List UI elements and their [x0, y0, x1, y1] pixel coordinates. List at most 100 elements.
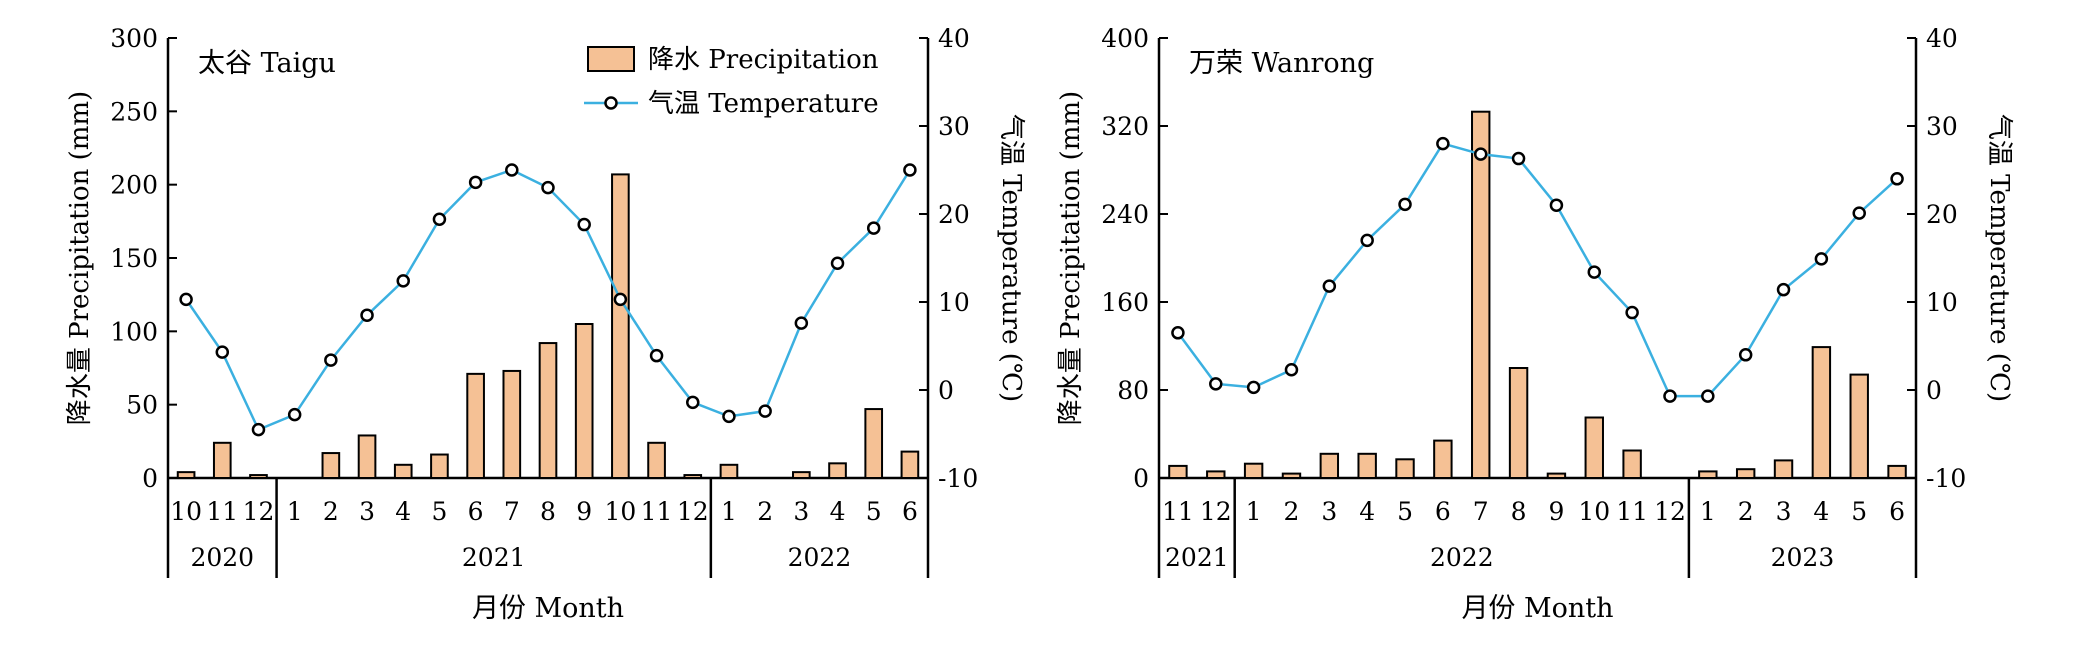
- temperature-point: [1776, 282, 1791, 297]
- precipitation-bar: [1168, 464, 1188, 479]
- x-tick-label: 12: [1654, 497, 1686, 526]
- temperature-point: [432, 212, 447, 227]
- precipitation-bar: [1887, 464, 1907, 479]
- right-tick-label: 0: [1926, 376, 1942, 405]
- x-axis-title: 月份 Month: [472, 593, 624, 624]
- precipitation-bar: [1584, 416, 1604, 479]
- precipitation-bar: [828, 462, 847, 480]
- temperature-point: [1322, 279, 1337, 293]
- temperature-point: [179, 292, 193, 307]
- year-label: 2021: [1165, 543, 1229, 572]
- temperature-point: [505, 163, 519, 177]
- year-label: 2023: [1771, 543, 1835, 572]
- x-tick-label: 5: [1397, 497, 1413, 526]
- temperature-point: [903, 163, 917, 177]
- x-tick-label: 9: [576, 497, 592, 526]
- temperature-point: [324, 353, 338, 367]
- temperature-point: [649, 348, 664, 363]
- precipitation-bar: [792, 471, 811, 479]
- left-tick-label: 100: [110, 317, 158, 346]
- temperature-point: [468, 175, 483, 190]
- year-label: 2021: [462, 543, 526, 572]
- precipitation-bar: [1206, 470, 1226, 479]
- temperature-point: [1625, 305, 1639, 320]
- precipitation-bar: [1698, 470, 1718, 479]
- x-tick-label: 11: [206, 497, 238, 526]
- legend: 降水 Precipitation 气温 Temperature: [584, 45, 879, 119]
- precipitation-bar: [502, 369, 522, 479]
- precipitation-bar: [466, 372, 485, 479]
- x-tick-label: 12: [677, 497, 709, 526]
- temperature-point: [794, 316, 809, 330]
- temperature-point: [1701, 389, 1715, 403]
- right-tick-label: 10: [1926, 288, 1958, 317]
- temperature-point: [1549, 198, 1564, 212]
- x-tick-label: 4: [1813, 497, 1829, 526]
- precipitation-bar: [864, 408, 884, 480]
- temperature-point: [577, 217, 591, 232]
- legend-precipitation-swatch: [587, 46, 635, 72]
- temperature-point: [686, 395, 700, 410]
- x-tick-label: 3: [793, 497, 809, 526]
- precipitation-bar: [1735, 468, 1756, 480]
- precipitation-bar: [1546, 472, 1567, 480]
- x-tick-label: 3: [1776, 497, 1792, 526]
- legend-temperature-marker: [604, 96, 618, 110]
- precipitation-bar: [249, 474, 268, 480]
- x-tick-label: 5: [866, 497, 882, 526]
- right-axis-title: 气温 Temperature (℃): [1984, 114, 2014, 402]
- left-tick-label: 160: [1101, 288, 1149, 317]
- x-tick-label: 6: [468, 497, 484, 526]
- precipitation-bar: [538, 342, 558, 480]
- x-tick-label: 2: [323, 497, 339, 526]
- right-tick-label: 30: [938, 112, 970, 141]
- precipitation-bar: [430, 453, 449, 479]
- right-tick-label: 20: [1926, 200, 1958, 229]
- temperature-point: [1738, 348, 1753, 362]
- precipitation-bar: [611, 173, 630, 479]
- x-tick-label: 9: [1548, 497, 1564, 526]
- x-tick-label: 2: [1284, 497, 1300, 526]
- temperature-point: [287, 407, 302, 422]
- precipitation-bar: [1811, 346, 1832, 479]
- right-tick-label: 0: [938, 376, 954, 405]
- x-tick-label: 7: [504, 497, 520, 526]
- x-tick-label: 5: [1851, 497, 1867, 526]
- year-label: 2020: [190, 543, 254, 572]
- temperature-point: [1246, 380, 1261, 395]
- x-tick-label: 4: [830, 497, 846, 526]
- precipitation-bar: [1433, 439, 1453, 480]
- precipitation-bar: [683, 474, 703, 480]
- legend-temperature-label: 气温 Temperature: [648, 89, 879, 119]
- x-axis-title: 月份 Month: [1461, 593, 1613, 624]
- temperature-point: [866, 221, 881, 235]
- right-tick-label: 30: [1926, 112, 1958, 141]
- temperature-point: [1398, 197, 1412, 212]
- precipitation-bar: [212, 441, 232, 479]
- temperature-point: [396, 274, 410, 288]
- precipitation-bar: [719, 463, 739, 479]
- x-tick-label: 10: [1578, 497, 1610, 526]
- precipitation-bar: [1508, 367, 1529, 479]
- temperature-point: [1473, 147, 1488, 161]
- precipitation-bar: [1357, 452, 1377, 479]
- x-tick-label: 6: [1889, 497, 1905, 526]
- x-tick-label: 4: [395, 497, 411, 526]
- precipitation-bar: [1281, 472, 1302, 480]
- left-tick-label: 200: [110, 171, 158, 200]
- temperature-line: [1176, 142, 1898, 398]
- x-tick-label: 4: [1359, 497, 1375, 526]
- left-tick-label: 250: [110, 97, 158, 126]
- precipitation-bar: [176, 471, 196, 479]
- x-tick-label: 1: [1246, 497, 1262, 526]
- x-tick-label: 2: [757, 497, 773, 526]
- temperature-point: [360, 308, 374, 322]
- temperature-point: [541, 180, 555, 195]
- temperature-point: [1663, 389, 1677, 403]
- temperature-point: [1890, 172, 1904, 186]
- x-tick-label: 6: [902, 497, 918, 526]
- precipitation-bar: [1773, 459, 1794, 479]
- x-tick-label: 11: [1616, 497, 1648, 526]
